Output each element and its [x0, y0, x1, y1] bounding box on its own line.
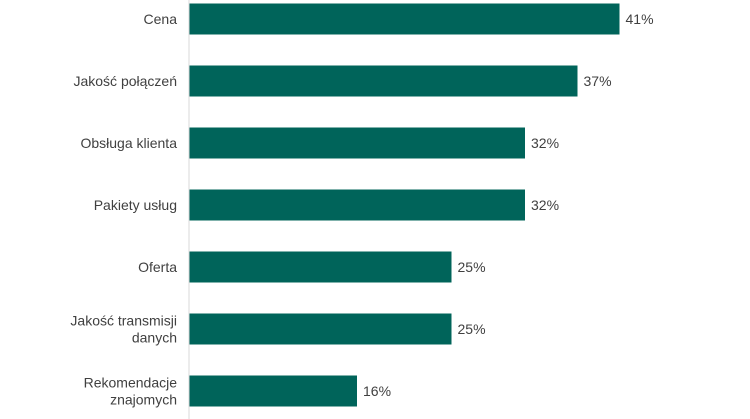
value-label: 16%: [363, 383, 391, 399]
bar: [189, 313, 452, 345]
category-label: Jakość połączeń: [73, 73, 177, 89]
category-label: Pakiety usług: [94, 197, 177, 213]
category-label: Oferta: [138, 259, 177, 275]
bar: [189, 189, 525, 221]
bar: [189, 127, 525, 159]
bar: [189, 251, 452, 283]
bar: [189, 65, 578, 97]
value-label: 32%: [531, 197, 559, 213]
value-label: 25%: [458, 321, 486, 337]
category-label: Jakość transmisji danych: [70, 313, 177, 346]
bar: [189, 3, 620, 35]
bars-layer: [189, 3, 620, 407]
category-label: Obsługa klienta: [80, 135, 177, 151]
value-labels-layer: 41% 37% 32% 32% 25% 25% 16%: [363, 11, 654, 399]
value-label: 41%: [626, 11, 654, 27]
value-label: 37%: [584, 73, 612, 89]
bar: [189, 375, 357, 407]
value-label: 25%: [458, 259, 486, 275]
value-label: 32%: [531, 135, 559, 151]
category-labels-layer: Cena Jakość połączeń Obsługa klienta Pakiet…: [70, 11, 177, 408]
category-label: Cena: [144, 11, 178, 27]
category-label: Rekomendacje znajomych: [84, 375, 178, 408]
